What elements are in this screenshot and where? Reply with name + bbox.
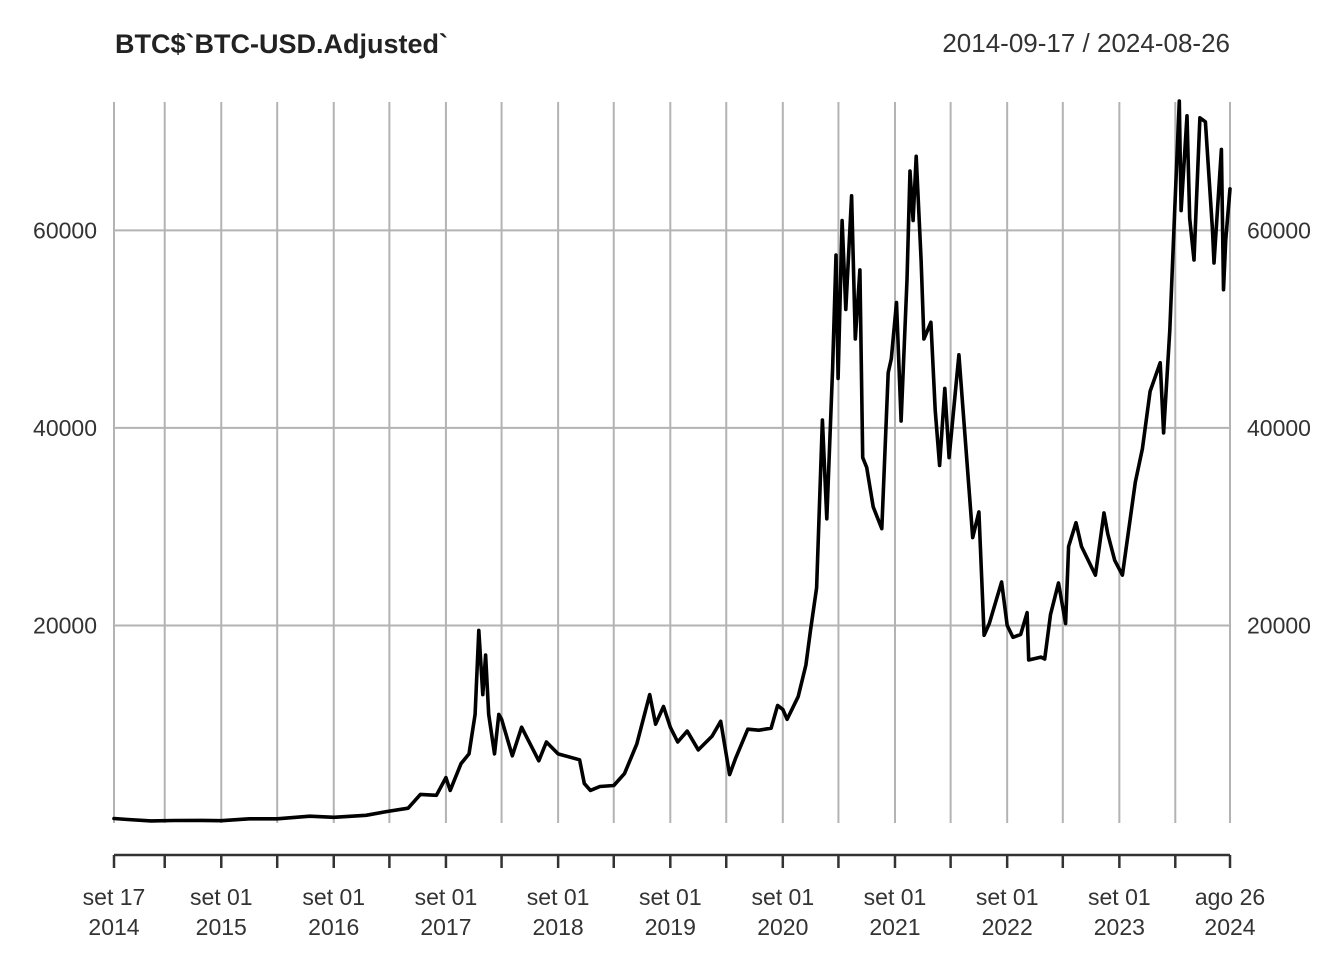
x-axis: set 17 2014 set 01 2015 set 01 2016 set 01 2017… — [83, 853, 1265, 940]
y-tick-label-right: 20000 — [1247, 612, 1311, 638]
x-tick-label: set 01 — [976, 884, 1039, 910]
y-tick-label-right: 40000 — [1247, 415, 1311, 441]
x-tick-label: ago 26 — [1195, 884, 1265, 910]
x-tick-label: set 01 — [1088, 884, 1151, 910]
series-layer — [112, 99, 1232, 823]
x-tick-year-label: 2019 — [645, 914, 696, 940]
y-tick-label-left: 40000 — [33, 415, 97, 441]
x-tick-year-label: 2014 — [88, 914, 139, 940]
x-tick-label: set 01 — [527, 884, 590, 910]
x-tick-year-label: 2017 — [420, 914, 471, 940]
x-tick-label: set 01 — [302, 884, 365, 910]
x-tick-year-label: 2020 — [757, 914, 808, 940]
series-line — [112, 99, 1232, 823]
x-tick-label: set 01 — [639, 884, 702, 910]
x-tick-year-label: 2021 — [869, 914, 920, 940]
y-axis-labels: 20000 20000 40000 40000 60000 60000 — [33, 217, 1311, 638]
date-range-label: 2014-09-17 / 2024-08-26 — [942, 28, 1230, 58]
x-tick-year-label: 2015 — [196, 914, 247, 940]
gridlines — [113, 102, 1231, 823]
x-tick-label: set 01 — [415, 884, 478, 910]
x-tick-year-label: 2023 — [1094, 914, 1145, 940]
x-tick-label: set 01 — [864, 884, 927, 910]
x-tick-label: set 01 — [751, 884, 814, 910]
chart-title: BTC$`BTC-USD.Adjusted` — [115, 29, 448, 59]
x-tick-year-label: 2018 — [533, 914, 584, 940]
x-tick-year-label: 2022 — [982, 914, 1033, 940]
x-tick-year-label: 2024 — [1204, 914, 1255, 940]
x-tick-label: set 01 — [190, 884, 253, 910]
x-tick-label: set 17 — [83, 884, 146, 910]
y-tick-label-left: 20000 — [33, 612, 97, 638]
y-tick-label-left: 60000 — [33, 217, 97, 243]
x-tick-year-label: 2016 — [308, 914, 359, 940]
y-tick-label-right: 60000 — [1247, 217, 1311, 243]
